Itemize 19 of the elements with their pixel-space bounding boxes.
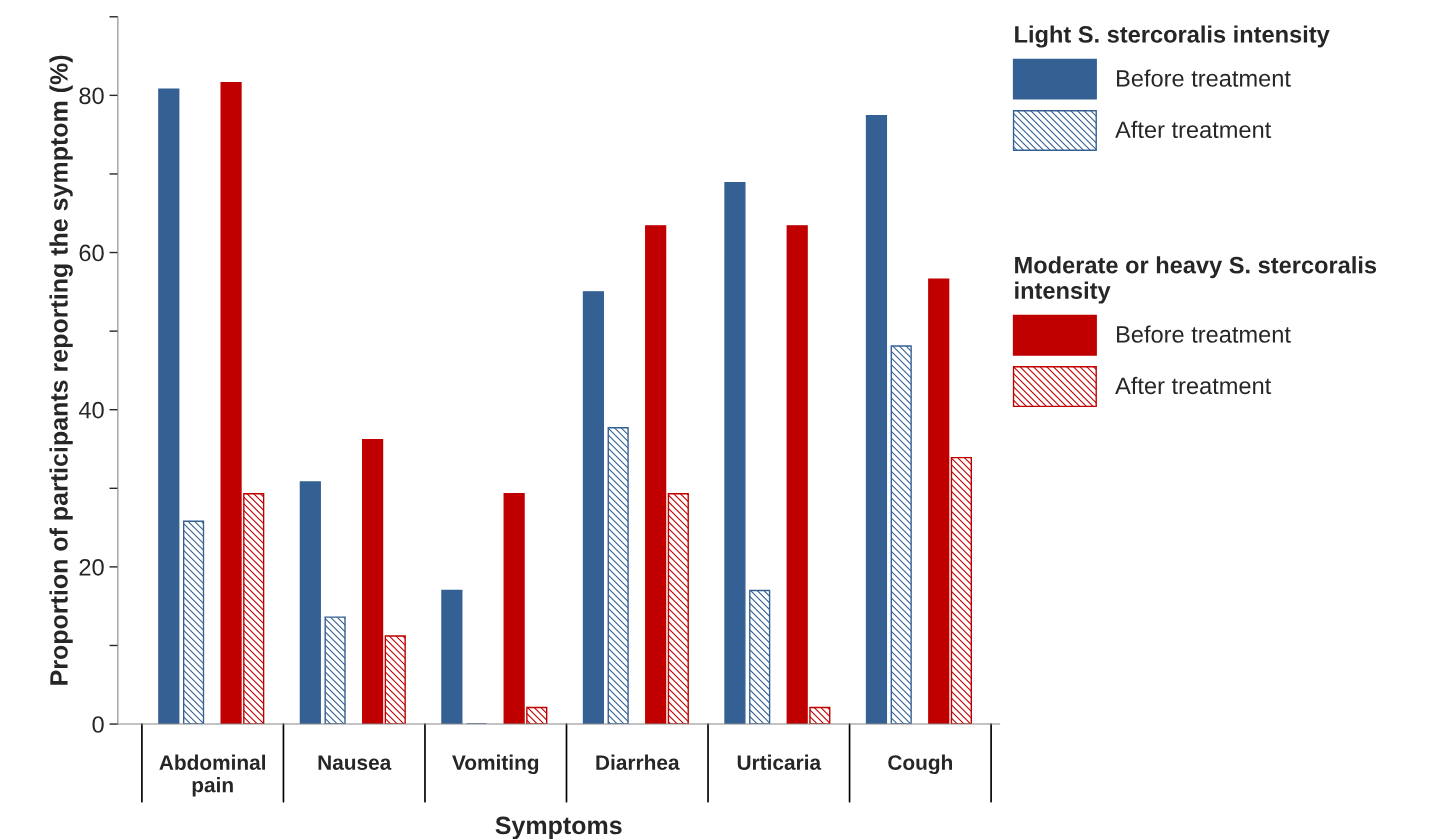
x-tick-label: Vomiting bbox=[452, 754, 539, 775]
x-tick-label: Cough bbox=[888, 754, 953, 775]
y-tick-label: 40 bbox=[78, 401, 104, 419]
legend-label: After treatment bbox=[1115, 120, 1272, 139]
legend-label: Before treatment bbox=[1117, 69, 1291, 87]
text: Light S. stercoralis intensity bbox=[1015, 25, 1330, 48]
x-tick-label: Nausea bbox=[318, 755, 392, 770]
y-tick-label: 20 bbox=[79, 558, 104, 576]
x-tick-label: Diarrhea bbox=[596, 754, 680, 770]
x-tick-label: Abdominal pain bbox=[159, 754, 266, 797]
legend-label: Before treatment bbox=[1117, 325, 1291, 343]
text: Moderate or heavy S. stercoralis intensity bbox=[1015, 256, 1377, 304]
legend-label: After treatment bbox=[1115, 376, 1272, 395]
y-tick-label: 80 bbox=[79, 87, 104, 105]
y-tick-label: 0 bbox=[92, 716, 104, 733]
x-axis-title: Symptoms bbox=[495, 816, 622, 839]
x-tick-label: Urticaria bbox=[737, 754, 822, 770]
y-axis-title: Proportion of participants reporting the symptom (%) bbox=[49, 55, 73, 685]
y-tick-label: 60 bbox=[79, 244, 104, 262]
